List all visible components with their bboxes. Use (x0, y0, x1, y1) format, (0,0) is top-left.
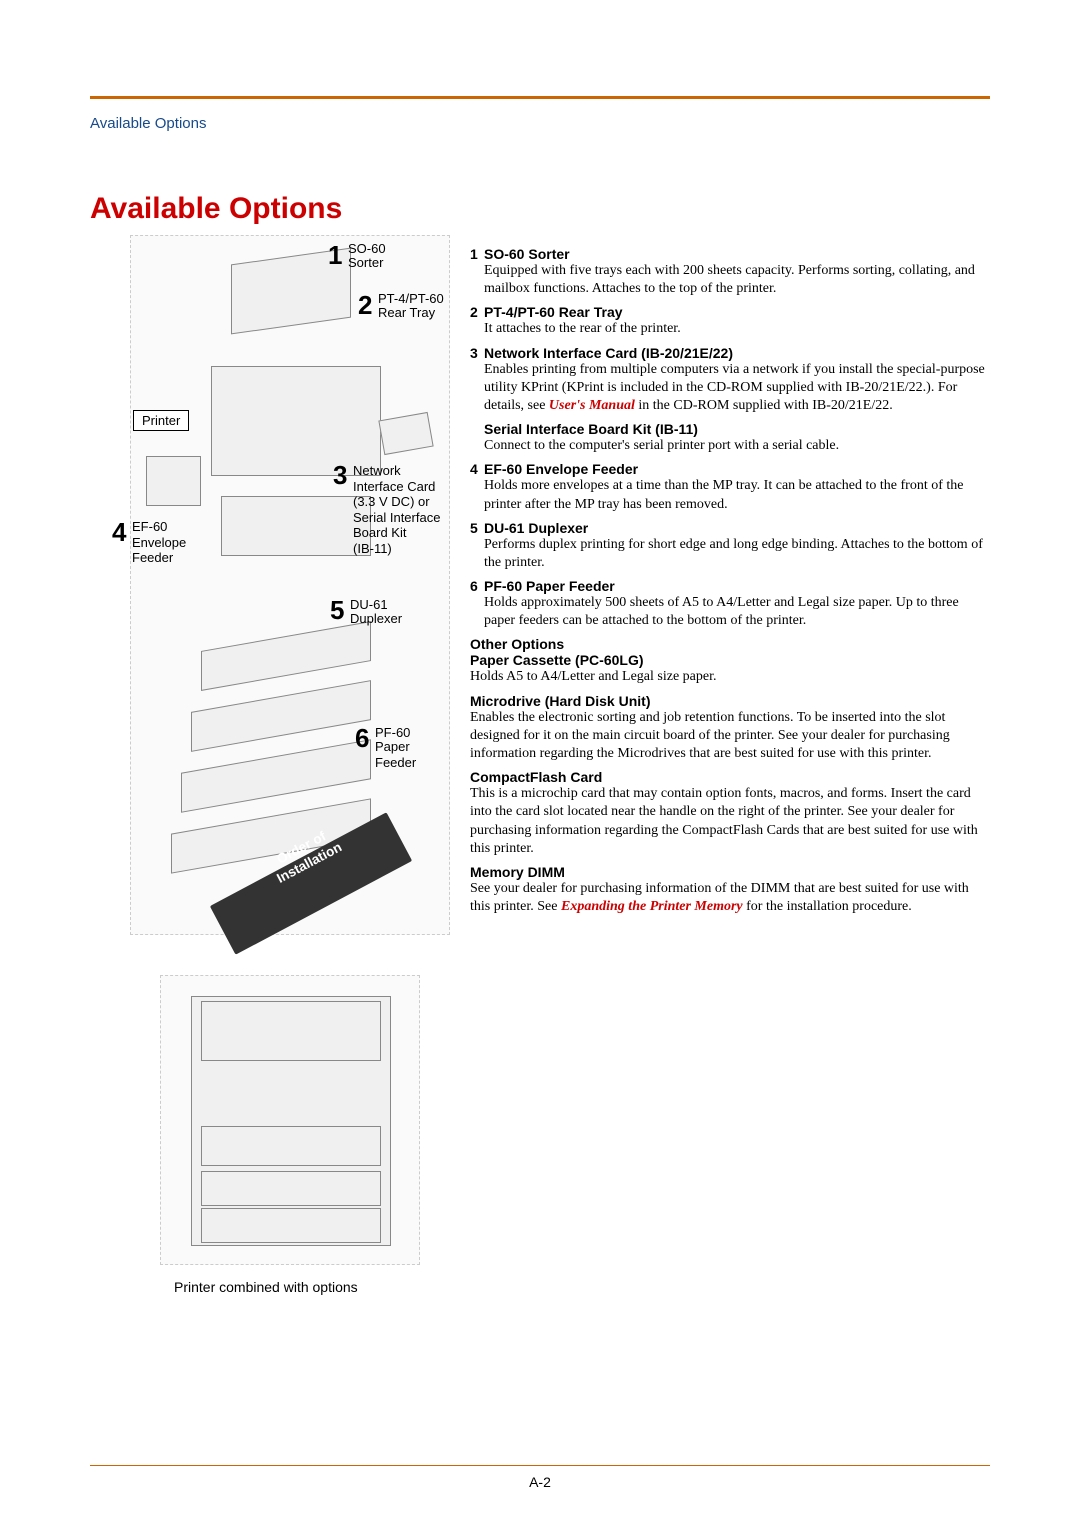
pc-body: Holds A5 to A4/Letter and Legal size pap… (470, 668, 990, 686)
item-6-body: Holds approximately 500 sheets of A5 to … (484, 594, 990, 630)
item-3-head: 3Network Interface Card (IB-20/21E/22) (470, 345, 990, 361)
callout-4-text: EF-60 Envelope Feeder (132, 519, 186, 566)
printer-label: Printer (133, 410, 189, 431)
callout-3-text: Network Interface Card (3.3 V DC) or Ser… (353, 463, 453, 557)
callout-6-text-b: Paper Feeder (375, 739, 450, 770)
callout-4-num: 4 (112, 517, 126, 548)
pc-head: Paper Cassette (PC-60LG) (470, 652, 990, 668)
diagram-caption: Printer combined with options (174, 1279, 358, 1295)
exploded-diagram (130, 235, 450, 935)
item-3b-head: Serial Interface Board Kit (IB-11) (484, 421, 990, 437)
item-4-body: Holds more envelopes at a time than the … (484, 477, 990, 513)
item-4-head: 4EF-60 Envelope Feeder (470, 461, 990, 477)
running-header: Available Options (90, 115, 206, 132)
microdrive-head: Microdrive (Hard Disk Unit) (470, 693, 990, 709)
item-3-body: Enables printing from multiple computers… (484, 361, 990, 416)
callout-2-num: 2 (358, 290, 372, 321)
callout-6-num: 6 (355, 723, 369, 754)
item-5-head: 5DU-61 Duplexer (470, 520, 990, 536)
callout-1-num: 1 (328, 240, 342, 271)
callout-5-text-b: Duplexer (350, 611, 402, 627)
compactflash-head: CompactFlash Card (470, 769, 990, 785)
expanding-memory-link[interactable]: Expanding the Printer Memory (561, 899, 743, 914)
page-title: Available Options (90, 192, 342, 226)
item-5-body: Performs duplex printing for short edge … (484, 536, 990, 572)
combined-diagram (160, 975, 420, 1265)
item-2-head: 2PT-4/PT-60 Rear Tray (470, 304, 990, 320)
dimm-head: Memory DIMM (470, 864, 990, 880)
users-manual-link[interactable]: User's Manual (549, 398, 635, 413)
microdrive-body: Enables the electronic sorting and job r… (470, 709, 990, 764)
other-options-head: Other Options (470, 636, 990, 652)
dimm-body: See your dealer for purchasing informati… (470, 880, 990, 916)
item-6-head: 6PF-60 Paper Feeder (470, 578, 990, 594)
item-2-body: It attaches to the rear of the printer. (484, 320, 990, 338)
callout-5-num: 5 (330, 595, 344, 626)
compactflash-body: This is a microchip card that may contai… (470, 785, 990, 858)
callout-2-text-b: Rear Tray (378, 305, 435, 321)
item-3b-body: Connect to the computer's serial printer… (484, 437, 990, 455)
callout-1-text-b: Sorter (348, 255, 383, 271)
item-1-body: Equipped with five trays each with 200 s… (484, 262, 990, 298)
bottom-rule (90, 1465, 990, 1466)
page-number: A-2 (0, 1474, 1080, 1490)
item-1-head: 1SO-60 Sorter (470, 246, 990, 262)
diagram-area: 1 SO-60 Sorter 2 PT-4/PT-60 Rear Tray Pr… (130, 235, 450, 1295)
callout-3-num: 3 (333, 460, 347, 491)
options-list: 1SO-60 Sorter Equipped with five trays e… (470, 240, 990, 920)
top-rule (90, 96, 990, 99)
